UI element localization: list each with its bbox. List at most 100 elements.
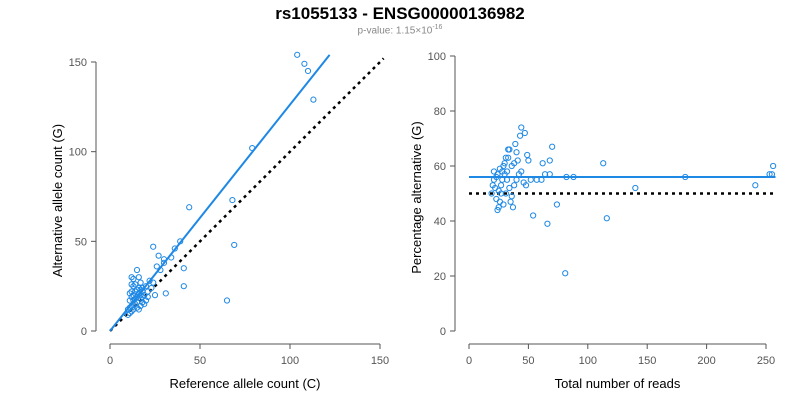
left-reference-line xyxy=(109,57,385,332)
left-data-point xyxy=(249,144,256,152)
left-data-point xyxy=(153,263,160,270)
right-data-point xyxy=(522,182,530,189)
left-y-tick-label: 150 xyxy=(69,57,87,69)
right-x-tick-label: 150 xyxy=(638,355,656,367)
left-data-point xyxy=(124,311,132,318)
left-data-point xyxy=(304,67,312,75)
right-data-point xyxy=(770,162,777,170)
left-data-point xyxy=(133,266,141,274)
right-data-point xyxy=(508,193,515,200)
left-data-point xyxy=(180,265,187,272)
right-y-tick-label: 80 xyxy=(434,106,446,118)
right-y-axis-title: Percentage alternative (G) xyxy=(409,121,424,273)
left-data-point xyxy=(229,196,236,204)
right-data-point xyxy=(496,198,503,205)
left-data-point xyxy=(128,308,135,315)
right-data-point xyxy=(488,190,495,197)
left-data-point xyxy=(137,279,144,286)
right-data-point xyxy=(541,171,549,178)
right-data-point xyxy=(502,154,509,161)
left-data-point xyxy=(294,51,301,58)
right-y-tick-label: 20 xyxy=(434,271,446,283)
left-x-tick-label: 0 xyxy=(107,355,113,367)
right-data-point xyxy=(512,140,519,148)
left-data-point xyxy=(130,306,137,313)
right-data-point xyxy=(505,154,512,161)
left-data-point xyxy=(171,245,178,252)
left-data-point xyxy=(133,286,141,293)
right-data-point xyxy=(603,215,610,222)
right-data-point xyxy=(518,168,525,175)
right-data-point xyxy=(518,124,525,131)
left-data-point xyxy=(126,297,133,304)
left-x-tick-label: 50 xyxy=(194,355,206,367)
left-data-point xyxy=(139,284,146,292)
right-data-point xyxy=(570,173,577,181)
left-data-point xyxy=(155,252,162,259)
left-x-tick-label: 150 xyxy=(371,355,389,367)
right-y-tick-label: 100 xyxy=(428,51,446,63)
right-data-point xyxy=(507,198,514,205)
left-data-point xyxy=(150,279,157,286)
left-data-point xyxy=(142,283,150,290)
left-data-point xyxy=(151,292,159,299)
right-data-point xyxy=(494,171,501,178)
left-data-point xyxy=(150,243,157,250)
left-data-point xyxy=(142,297,150,304)
left-data-point xyxy=(135,290,142,297)
right-data-point xyxy=(505,146,512,153)
pvalue-exponent: -16 xyxy=(432,24,443,31)
right-x-tick-label: 100 xyxy=(579,355,597,367)
left-data-point xyxy=(168,254,175,261)
left-data-point xyxy=(157,266,164,274)
right-data-point xyxy=(682,173,689,181)
left-data-point xyxy=(128,281,135,288)
right-data-point xyxy=(544,220,551,227)
right-data-point xyxy=(508,162,515,170)
right-data-point xyxy=(768,171,776,178)
right-data-point xyxy=(766,171,773,178)
right-data-point xyxy=(521,129,528,137)
right-data-point xyxy=(600,160,607,167)
left-data-point xyxy=(141,292,148,299)
left-data-point xyxy=(135,274,142,281)
right-data-point xyxy=(533,176,540,183)
left-x-tick-label: 100 xyxy=(281,355,299,367)
right-data-point xyxy=(497,182,505,189)
left-data-point xyxy=(133,299,141,306)
left-data-point xyxy=(137,302,144,309)
left-data-point xyxy=(130,283,137,290)
right-data-point xyxy=(496,165,503,172)
left-data-point xyxy=(128,274,135,281)
chart-title: rs1055133 - ENSG00000136982 xyxy=(275,4,525,23)
right-data-point xyxy=(516,132,524,139)
left-data-point xyxy=(132,281,139,288)
right-data-point xyxy=(511,182,518,189)
right-data-point xyxy=(752,182,759,189)
left-data-point xyxy=(148,284,155,292)
right-data-point xyxy=(539,160,546,167)
right-data-point xyxy=(513,176,520,183)
left-data-point xyxy=(160,256,168,263)
left-data-point xyxy=(180,283,187,290)
left-data-point xyxy=(144,293,151,301)
right-data-point xyxy=(506,184,513,192)
left-data-point xyxy=(162,290,169,297)
right-data-point xyxy=(524,151,531,159)
left-x-axis-title: Reference allele count (C) xyxy=(169,376,320,391)
left-data-point xyxy=(126,290,133,297)
right-data-point xyxy=(495,187,502,194)
left-data-point xyxy=(310,96,317,103)
right-data-point xyxy=(490,168,498,175)
left-data-point xyxy=(177,238,184,245)
right-data-point xyxy=(514,157,521,164)
left-data-point xyxy=(141,301,148,308)
right-data-point xyxy=(509,204,517,211)
left-data-point xyxy=(231,241,238,249)
pvalue-text: p-value: 1.15×10 xyxy=(357,25,433,37)
left-data-point xyxy=(130,275,137,283)
right-data-point xyxy=(563,173,570,181)
right-x-tick-label: 200 xyxy=(697,355,715,367)
left-y-axis-title: Alternative allele count (G) xyxy=(50,124,65,277)
